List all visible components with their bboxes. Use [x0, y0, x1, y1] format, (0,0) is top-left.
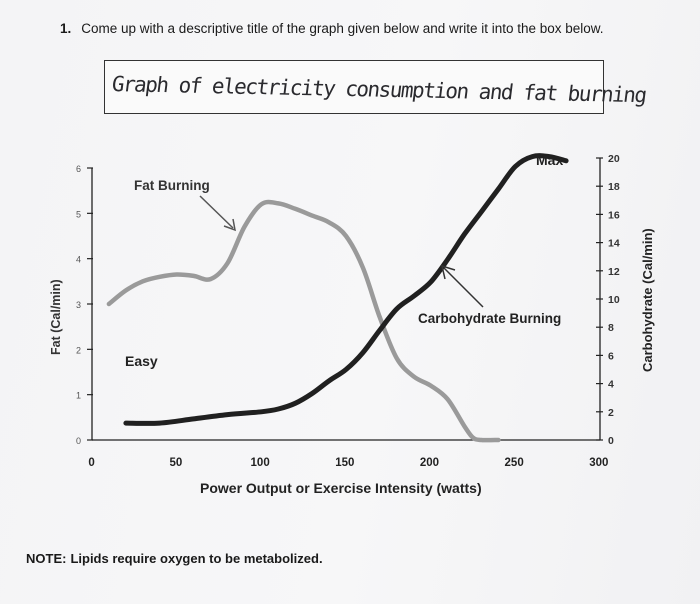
- right-y-axis-label: Carbohydrate (Cal/min): [640, 228, 655, 372]
- easy-label: Easy: [125, 353, 158, 369]
- left-tick-label: 4: [76, 255, 81, 265]
- left-axis-ticks: 0 1 2 3 4 5 6: [76, 164, 93, 446]
- x-tick-label: 150: [335, 457, 354, 469]
- right-tick-label: 12: [608, 266, 620, 278]
- right-tick-label: 0: [608, 435, 614, 447]
- carbohydrate-burning-arrowhead: [440, 264, 456, 280]
- answer-box: [104, 60, 604, 114]
- carbohydrate-burning-arrow: [443, 267, 484, 308]
- right-tick-label: 4: [608, 379, 614, 391]
- right-tick-label: 16: [608, 209, 620, 221]
- max-label: Max: [536, 152, 563, 168]
- right-tick-label: 14: [608, 238, 620, 250]
- question-body: Come up with a descriptive title of the …: [81, 21, 604, 36]
- x-tick-label: 250: [505, 457, 524, 469]
- left-tick-label: 2: [76, 345, 81, 355]
- fat-burning-arrowhead: [223, 218, 236, 232]
- right-tick-label: 18: [608, 181, 620, 193]
- right-tick-label: 20: [608, 153, 620, 165]
- left-tick-label: 5: [76, 209, 81, 219]
- fat-burning-line: [106, 199, 501, 443]
- right-tick-label: 8: [608, 322, 614, 334]
- carbohydrate-burning-label: Carbohydrate Burning: [418, 311, 561, 326]
- left-y-axis-label: Fat (Cal/min): [49, 279, 63, 355]
- left-tick-label: 1: [76, 391, 81, 401]
- left-tick-label: 3: [76, 300, 81, 310]
- x-tick-label: 50: [169, 457, 182, 469]
- right-tick-label: 2: [608, 407, 614, 419]
- carbohydrate-burning-line: [123, 153, 569, 426]
- x-axis-ticks: 0 50 100 150 200 250 300: [88, 457, 608, 469]
- x-axis-label: Power Output or Exercise Intensity (watt…: [200, 480, 482, 496]
- x-tick-label: 0: [88, 457, 94, 469]
- question-number: 1.: [60, 21, 72, 36]
- right-tick-label: 6: [608, 350, 614, 362]
- left-tick-label: 6: [76, 164, 81, 174]
- fat-burning-arrow: [199, 195, 234, 229]
- x-tick-label: 200: [420, 457, 439, 469]
- note-text: Lipids require oxygen to be metabolized.: [70, 551, 323, 566]
- question-text: 1. Come up with a descriptive title of th…: [60, 21, 604, 36]
- x-tick-label: 300: [589, 457, 608, 469]
- right-tick-label: 10: [608, 294, 620, 306]
- right-axis-ticks: 0 2 4 6 8 10 12 14 16 18 20: [596, 153, 620, 447]
- note-label: NOTE:: [26, 551, 67, 566]
- x-tick-label: 100: [251, 457, 270, 469]
- left-tick-label: 0: [76, 436, 81, 446]
- note: NOTE: Lipids require oxygen to be metabol…: [26, 551, 323, 566]
- fat-burning-label: Fat Burning: [134, 178, 210, 193]
